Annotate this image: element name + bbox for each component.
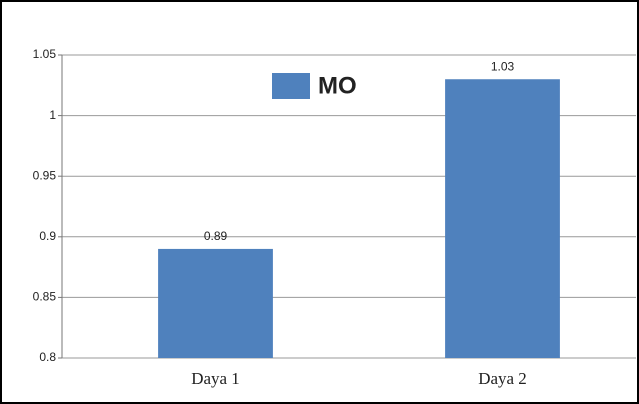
legend-swatch — [272, 73, 310, 99]
x-tick-label: Daya 1 — [191, 369, 240, 388]
bar — [158, 248, 273, 358]
data-label: 0.89 — [204, 229, 228, 243]
y-tick-label: 1.05 — [33, 47, 57, 61]
bar — [445, 79, 560, 359]
y-tick-label: 0.95 — [33, 168, 57, 182]
y-tick-label: 0.9 — [39, 229, 56, 243]
y-tick-label: 1 — [49, 108, 56, 122]
data-label: 1.03 — [491, 59, 515, 73]
y-tick-label: 0.8 — [39, 350, 56, 364]
y-tick-label: 0.85 — [33, 290, 57, 304]
legend-label: MO — [318, 72, 357, 99]
x-tick-label: Daya 2 — [478, 369, 527, 388]
